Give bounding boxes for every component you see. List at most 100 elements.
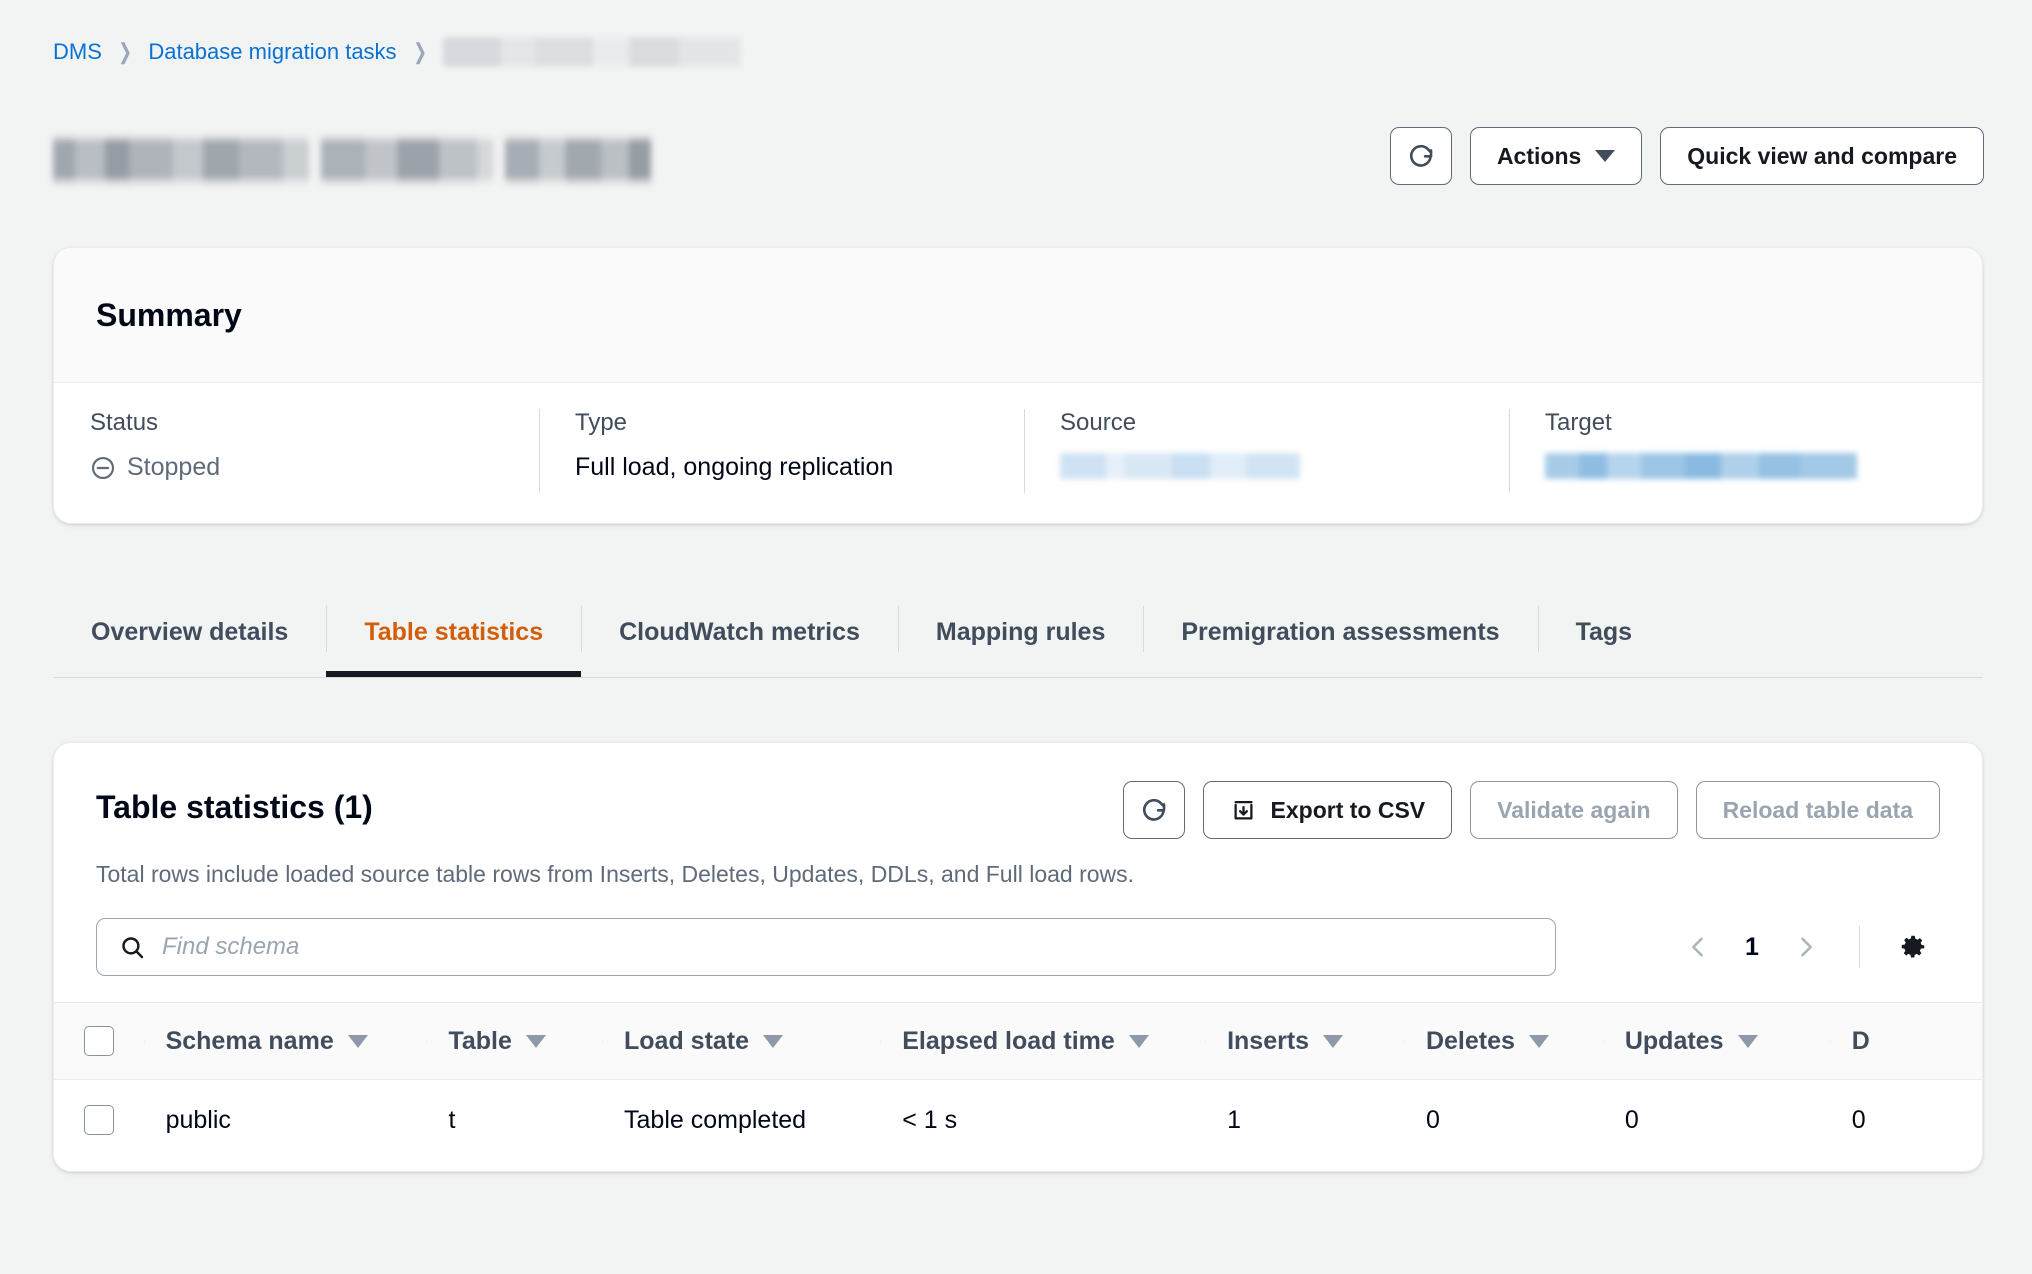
summary-field-status: Status Stopped [54, 409, 539, 482]
breadcrumb: DMS ❯ Database migration tasks ❯ [53, 37, 741, 67]
source-value-redacted[interactable] [1060, 453, 1300, 479]
tab-mapping-rules[interactable]: Mapping rules [897, 588, 1143, 676]
column-label: Elapsed load time [902, 1026, 1115, 1055]
sort-descending-icon [525, 1034, 546, 1048]
column-label: Updates [1624, 1026, 1724, 1055]
status-text: Stopped [127, 453, 221, 481]
sort-descending-icon [347, 1034, 368, 1048]
column-header-updates[interactable]: Updates [1602, 1026, 1830, 1056]
target-label: Target [1545, 409, 1612, 436]
breadcrumb-item-task-name-redacted[interactable] [443, 37, 741, 67]
summary-title: Summary [96, 296, 242, 333]
select-all-checkbox[interactable] [83, 1026, 114, 1056]
column-header-table[interactable]: Table [426, 1027, 602, 1056]
sort-descending-icon [1737, 1034, 1758, 1048]
row-select-checkbox[interactable] [83, 1105, 114, 1135]
table-row[interactable]: public t Table completed < 1 s 1 0 0 0 [54, 1080, 1982, 1160]
table-header-row: Schema name Table Load state Elapsed loa… [54, 1002, 1982, 1080]
table-panel-header: Table statistics (1) [54, 743, 1982, 839]
table-statistics-grid: Schema name Table Load state Elapsed loa… [54, 1002, 1982, 1160]
stopped-icon [90, 455, 116, 481]
quick-view-and-compare-button[interactable]: Quick view and compare [1660, 127, 1984, 185]
pagination-prev-button[interactable] [1671, 920, 1725, 974]
search-box[interactable] [96, 918, 1556, 976]
status-label: Status [90, 409, 159, 436]
column-header-schema-name[interactable]: Schema name [143, 1026, 427, 1056]
download-icon [1230, 797, 1257, 824]
summary-header: Summary [54, 248, 1982, 383]
table-filter-row: 1 [54, 888, 1982, 976]
summary-field-type: Type Full load, ongoing replication [539, 409, 1024, 493]
summary-body: Status Stopped Type Full load, ongoing r… [54, 383, 1982, 523]
validate-label: Validate again [1497, 796, 1651, 823]
search-input[interactable] [162, 933, 1533, 961]
pagination-next-button[interactable] [1779, 920, 1833, 974]
table-preferences-button[interactable] [1886, 920, 1940, 974]
breadcrumb-item-database-migration-tasks[interactable]: Database migration tasks [148, 39, 397, 64]
column-label: Inserts [1227, 1026, 1310, 1055]
table-refresh-button[interactable] [1122, 781, 1185, 839]
gear-icon [1898, 932, 1928, 962]
tab-overview-details[interactable]: Overview details [91, 617, 289, 646]
column-label: Load state [624, 1026, 750, 1055]
summary-field-target: Target [1509, 409, 1979, 493]
refresh-icon [1139, 795, 1169, 825]
export-to-csv-button[interactable]: Export to CSV [1202, 781, 1453, 839]
pagination-page-number[interactable]: 1 [1745, 932, 1759, 961]
actions-dropdown-button[interactable]: Actions [1469, 127, 1643, 185]
sort-descending-icon [763, 1034, 784, 1048]
pagination-divider [1859, 926, 1860, 968]
column-label: Schema name [165, 1026, 334, 1055]
column-header-load-state[interactable]: Load state [602, 1027, 880, 1056]
cell-schema-name: public [165, 1105, 231, 1134]
breadcrumb-item-dms[interactable]: DMS [53, 39, 102, 64]
tab-table-statistics[interactable]: Table statistics [326, 588, 581, 677]
refresh-icon [1406, 141, 1436, 171]
column-header-ddls[interactable]: D [1829, 1026, 1982, 1056]
breadcrumb-chevron-icon: ❯ [412, 39, 427, 64]
cell-elapsed-load-time: < 1 s [902, 1105, 958, 1134]
summary-field-source: Source [1024, 409, 1509, 493]
page-title-redacted [53, 136, 651, 184]
column-label: D [1851, 1026, 1870, 1055]
target-value-redacted[interactable] [1545, 453, 1857, 479]
search-icon [119, 934, 146, 961]
cell-deletes: 0 [1425, 1105, 1440, 1134]
table-statistics-description: Total rows include loaded source table r… [96, 861, 1135, 887]
reload-table-data-button: Reload table data [1695, 781, 1940, 839]
quick-view-label: Quick view and compare [1687, 142, 1957, 169]
column-header-inserts[interactable]: Inserts [1205, 1027, 1404, 1056]
header-actions: Actions Quick view and compare [1389, 127, 1984, 185]
source-value [1060, 453, 1473, 479]
column-header-deletes[interactable]: Deletes [1403, 1026, 1603, 1056]
sort-descending-icon [1128, 1034, 1149, 1048]
export-label: Export to CSV [1270, 796, 1426, 823]
table-statistics-panel: Table statistics (1) [53, 742, 1983, 1172]
sort-descending-icon [1323, 1034, 1344, 1048]
breadcrumb-chevron-icon: ❯ [118, 39, 133, 64]
tab-cloudwatch-metrics[interactable]: CloudWatch metrics [581, 588, 898, 676]
table-panel-actions: Export to CSV Validate again Reload tabl… [1122, 781, 1940, 839]
tab-premigration-assessments[interactable]: Premigration assessments [1143, 588, 1537, 676]
sort-descending-icon [1528, 1034, 1549, 1048]
tab-tags[interactable]: Tags [1537, 588, 1671, 676]
type-label: Type [575, 409, 628, 436]
summary-panel: Summary Status Stopped Type Full load [53, 247, 1983, 524]
column-header-elapsed-load-time[interactable]: Elapsed load time [880, 1027, 1205, 1056]
cell-inserts: 1 [1227, 1105, 1241, 1134]
tab-bar: Overview details Table statistics CloudW… [53, 588, 1983, 678]
table-statistics-title: Table statistics (1) [96, 789, 373, 825]
select-all-checkbox-cell [54, 1026, 144, 1056]
target-value [1545, 453, 1943, 479]
actions-label: Actions [1496, 142, 1582, 169]
column-label: Table [448, 1026, 512, 1055]
cell-table: t [448, 1105, 456, 1134]
cell-load-state: Table completed [624, 1105, 807, 1134]
column-label: Deletes [1425, 1026, 1515, 1055]
chevron-down-icon [1595, 150, 1616, 162]
source-label: Source [1060, 409, 1137, 436]
reload-label: Reload table data [1722, 796, 1913, 823]
refresh-button[interactable] [1389, 127, 1452, 185]
cell-ddls: 0 [1851, 1105, 1866, 1134]
validate-again-button: Validate again [1470, 781, 1678, 839]
